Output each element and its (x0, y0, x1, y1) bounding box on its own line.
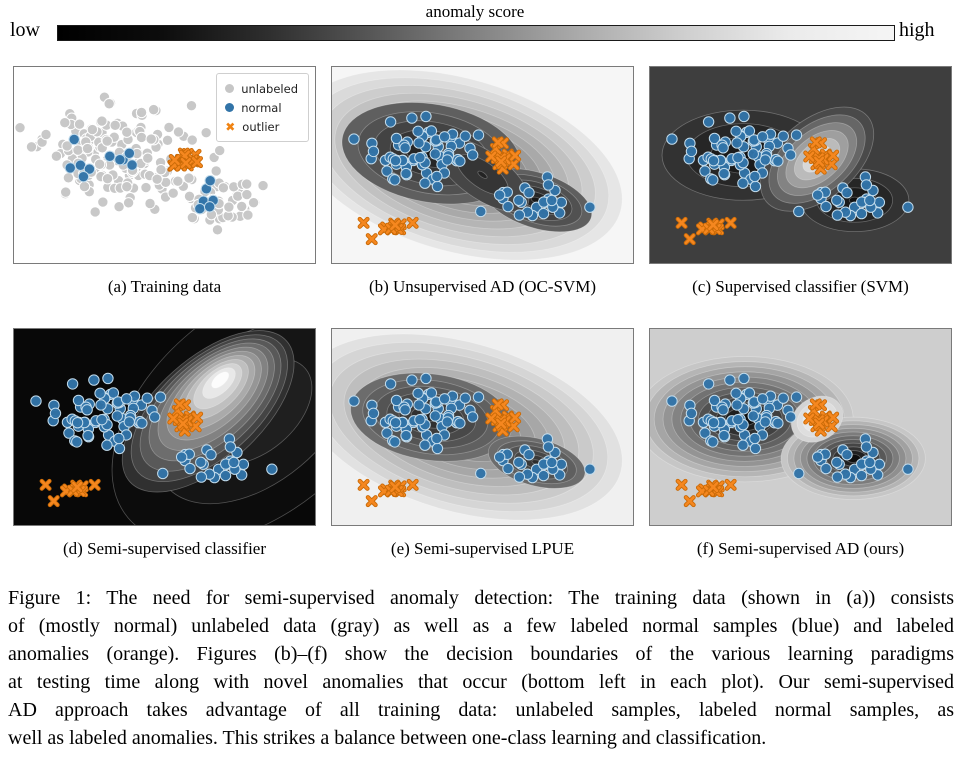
legend-label-unlabeled: unlabeled (241, 81, 298, 96)
panel-f: (f) Semi-supervised AD (ours) (649, 328, 952, 559)
legend-label-outlier: outlier (242, 119, 280, 134)
panel-e: (e) Semi-supervised LPUE (331, 328, 634, 559)
outlier-marker-icon: ✖ (225, 119, 236, 134)
panel-d: (d) Semi-supervised classifier (13, 328, 316, 559)
panel-a: unlabeled normal ✖ outlier (a) Training … (13, 66, 316, 297)
panel-d-plot-area (13, 328, 316, 526)
panel-b-canvas (332, 67, 633, 263)
colorbar-low-label: low (10, 19, 40, 41)
legend-item-outlier: ✖ outlier (225, 117, 298, 136)
panel-b-plot-area (331, 66, 634, 264)
figure-caption: Figure 1: The need for semi-supervised a… (8, 584, 954, 752)
panel-c-caption: (c) Supervised classifier (SVM) (692, 277, 909, 296)
panel-b-caption: (b) Unsupervised AD (OC-SVM) (368, 277, 597, 296)
figure-caption-line: at testing time along with novel anomali… (8, 671, 954, 693)
panel-b: (b) Unsupervised AD (OC-SVM) (331, 66, 634, 297)
panel-f-plot-area (649, 328, 952, 526)
panel-d-canvas (14, 329, 315, 525)
panel-a-caption: (a) Training data (107, 277, 222, 296)
panel-e-plot-area (331, 328, 634, 526)
panel-c: (c) Supervised classifier (SVM) (649, 66, 952, 297)
colorbar-title: anomaly score (425, 2, 525, 21)
panel-e-caption: (e) Semi-supervised LPUE (390, 539, 575, 558)
colorbar-high-label: high (899, 19, 935, 41)
panel-e-canvas (332, 329, 633, 525)
legend: unlabeled normal ✖ outlier (216, 73, 309, 142)
legend-item-normal: normal (225, 98, 298, 117)
figure-caption-line: AD approach takes advantage of all train… (8, 699, 954, 721)
panel-c-canvas (650, 67, 951, 263)
figure-caption-line: Figure 1: The need for semi-supervised a… (8, 587, 954, 609)
anomaly-score-colorbar (57, 25, 895, 41)
panel-f-canvas (650, 329, 951, 525)
figure-caption-line: anomalies (orange). Figures (b)–(f) show… (8, 643, 954, 665)
unlabeled-marker-icon (225, 84, 235, 93)
figure-caption-line: of (mostly normal) unlabeled data (gray)… (8, 615, 954, 637)
panel-a-plot-area: unlabeled normal ✖ outlier (13, 66, 316, 264)
legend-label-normal: normal (241, 100, 282, 115)
panel-d-caption: (d) Semi-supervised classifier (63, 539, 266, 558)
legend-item-unlabeled: unlabeled (225, 79, 298, 98)
figure-caption-line: well as labeled anomalies. This strikes … (8, 727, 767, 749)
normal-marker-icon (225, 103, 235, 112)
panel-f-caption: (f) Semi-supervised AD (ours) (696, 539, 905, 558)
panel-c-plot-area (649, 66, 952, 264)
